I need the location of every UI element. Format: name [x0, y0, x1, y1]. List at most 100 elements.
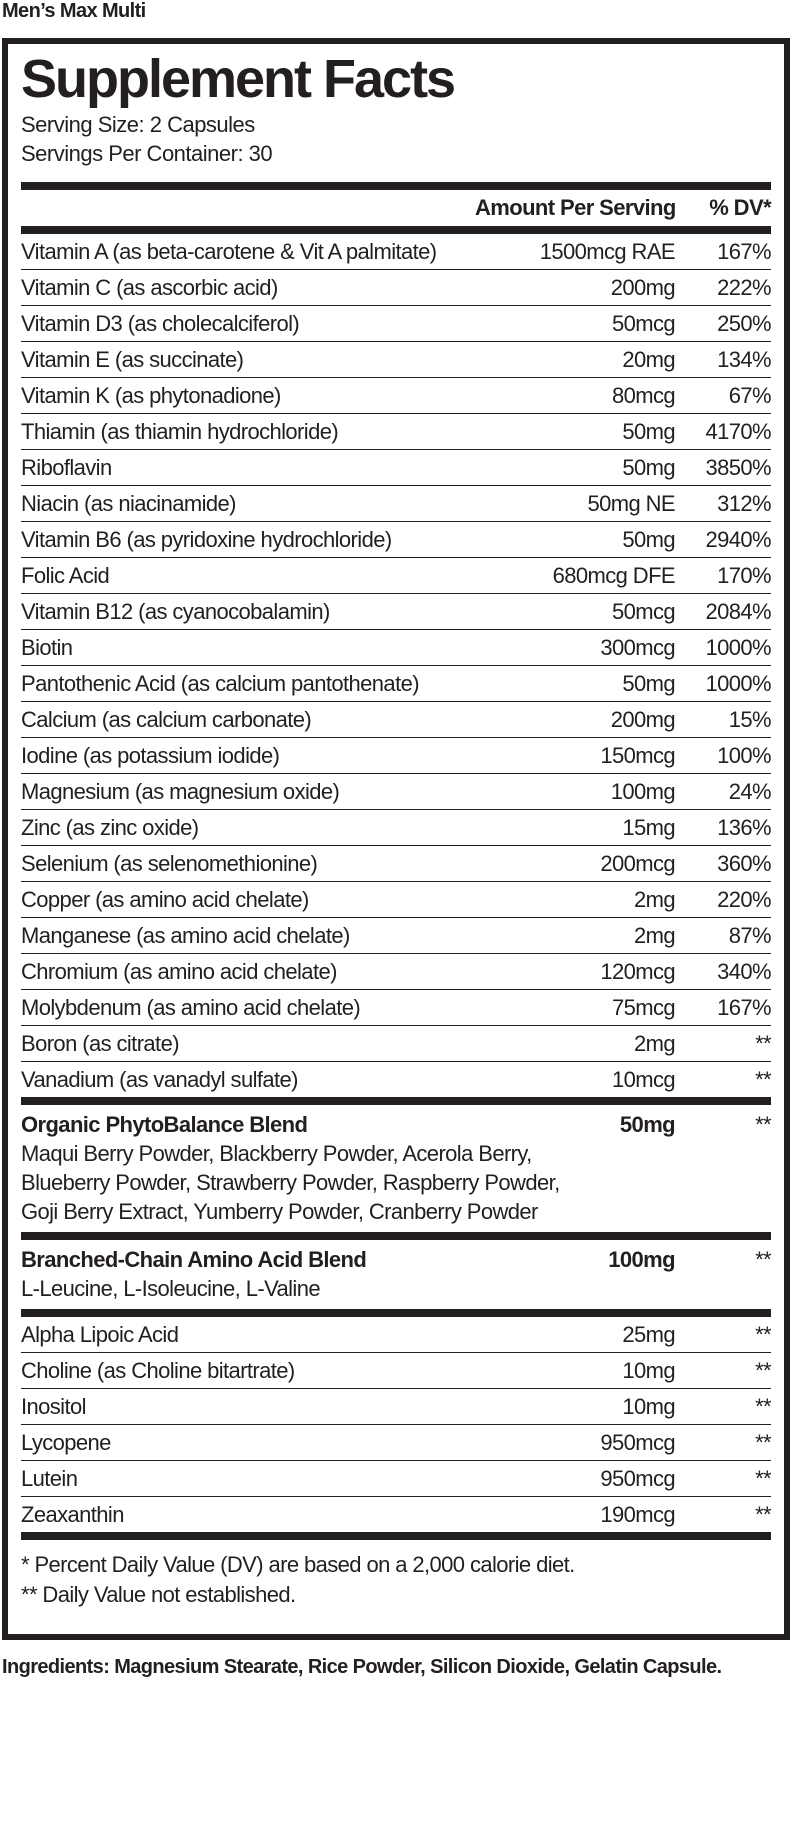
nutrient-dv: 312% [717, 490, 771, 516]
nutrient-name: Magnesium (as magnesium oxide) [21, 778, 340, 804]
nutrient-name: Calcium (as calcium carbonate) [21, 706, 312, 732]
blend-section: Organic PhytoBalance Blend 50mg ** Maqui Be… [21, 1105, 772, 1232]
nutrient-dv: 170% [717, 562, 771, 588]
nutrient-dv: 220% [717, 886, 771, 912]
supplement-facts-panel: Supplement Facts Serving Size: 2 Capsule… [2, 38, 790, 1640]
amount-header: Amount Per Serving [475, 195, 676, 220]
nutrient-amount: 10mg [622, 1393, 675, 1419]
nutrient-row: Copper (as amino acid chelate) 2mg 220% [21, 882, 772, 918]
nutrient-amount: 950mcg [600, 1465, 675, 1491]
nutrient-dv: 2084% [705, 598, 771, 624]
nutrient-row: Zinc (as zinc oxide) 15mg 136% [21, 810, 772, 846]
nutrient-row: Vitamin K (as phytonadione) 80mcg 67% [21, 378, 772, 414]
nutrient-dv: 2940% [705, 526, 771, 552]
nutrient-amount: 120mcg [600, 958, 675, 984]
nutrient-dv: ** [755, 1357, 772, 1383]
nutrient-dv: 222% [717, 274, 771, 300]
divider-thick [21, 1232, 771, 1240]
nutrient-name: Vitamin D3 (as cholecalciferol) [21, 310, 300, 336]
nutrient-amount: 50mg [622, 670, 675, 696]
blend-section: Branched-Chain Amino Acid Blend 100mg ** L-… [21, 1240, 772, 1309]
nutrient-dv: 15% [728, 706, 772, 732]
divider-thick [21, 226, 771, 234]
nutrient-name: Vitamin K (as phytonadione) [21, 382, 281, 408]
nutrient-row: Vitamin B12 (as cyanocobalamin) 50mcg 2084… [21, 594, 772, 630]
serving-size: Serving Size: 2 Capsules [21, 112, 255, 137]
nutrient-name: Boron (as citrate) [21, 1030, 180, 1056]
nutrient-row: Iodine (as potassium iodide) 150mcg 100% [21, 738, 772, 774]
dv-header: % DV* [709, 195, 771, 220]
nutrient-name: Thiamin (as thiamin hydrochloride) [21, 418, 339, 444]
nutrient-dv: ** [755, 1030, 772, 1056]
nutrient-name: Folic Acid [21, 562, 110, 588]
nutrient-dv: 24% [728, 778, 772, 804]
nutrient-dv: 1000% [705, 634, 771, 660]
nutrient-row: Boron (as citrate) 2mg ** [21, 1026, 772, 1062]
nutrient-name: Choline (as Choline bitartrate) [21, 1357, 295, 1383]
nutrient-dv: 340% [717, 958, 771, 984]
nutrient-name: Biotin [21, 634, 73, 660]
nutrient-row: Vitamin B6 (as pyridoxine hydrochloride)… [21, 522, 772, 558]
divider-thick [21, 1309, 771, 1317]
nutrient-dv: 136% [717, 814, 771, 840]
nutrient-name: Copper (as amino acid chelate) [21, 886, 309, 912]
nutrient-dv: 360% [717, 850, 771, 876]
footnote-dv: * Percent Daily Value (DV) are based on … [21, 1552, 575, 1577]
nutrient-name: Alpha Lipoic Acid [21, 1321, 179, 1347]
nutrient-row: Manganese (as amino acid chelate) 2mg 87% [21, 918, 772, 954]
nutrient-amount: 2mg [634, 886, 676, 912]
other-ingredients-list: Alpha Lipoic Acid 25mg ** Choline (as Choli… [21, 1317, 772, 1532]
nutrient-dv: 167% [717, 994, 771, 1020]
nutrient-name: Vitamin E (as succinate) [21, 346, 244, 372]
nutrient-row: Choline (as Choline bitartrate) 10mg ** [21, 1353, 772, 1389]
nutrient-dv: ** [755, 1393, 772, 1419]
nutrient-row: Inositol 10mg ** [21, 1389, 772, 1425]
nutrient-row: Zeaxanthin 190mcg ** [21, 1497, 772, 1532]
nutrient-name: Zinc (as zinc oxide) [21, 814, 199, 840]
nutrient-name: Vitamin A (as beta-carotene & Vit A palm… [21, 238, 437, 264]
nutrient-dv: 134% [717, 346, 771, 372]
nutrient-name: Pantothenic Acid (as calcium pantothenat… [21, 670, 420, 696]
blend-header: Organic PhytoBalance Blend 50mg ** [21, 1110, 772, 1139]
nutrient-name: Vitamin C (as ascorbic acid) [21, 274, 278, 300]
nutrient-amount: 50mg [622, 526, 675, 552]
blend-components: Maqui Berry Powder, Blackberry Powder, A… [21, 1141, 532, 1166]
nutrient-amount: 150mcg [600, 742, 675, 768]
nutrient-dv: 250% [717, 310, 771, 336]
nutrient-amount: 2mg [634, 1030, 676, 1056]
nutrient-row: Vitamin D3 (as cholecalciferol) 50mcg 250% [21, 306, 772, 342]
nutrient-dv: ** [755, 1501, 772, 1527]
nutrient-name: Iodine (as potassium iodide) [21, 742, 280, 768]
nutrient-name: Zeaxanthin [21, 1501, 124, 1527]
nutrient-amount: 300mcg [600, 634, 675, 660]
nutrient-amount: 20mg [622, 346, 675, 372]
nutrient-name: Selenium (as selenomethionine) [21, 850, 318, 876]
blend-name: Organic PhytoBalance Blend [21, 1112, 308, 1137]
nutrient-amount: 25mg [622, 1321, 675, 1347]
nutrient-amount: 680mcg DFE [552, 562, 676, 588]
nutrient-amount: 50mcg [611, 310, 676, 336]
nutrient-row: Magnesium (as magnesium oxide) 100mg 24% [21, 774, 772, 810]
nutrient-row: Lycopene 950mcg ** [21, 1425, 772, 1461]
nutrient-row: Selenium (as selenomethionine) 200mcg 360% [21, 846, 772, 882]
nutrient-row: Vitamin C (as ascorbic acid) 200mg 222% [21, 270, 772, 306]
nutrient-row: Alpha Lipoic Acid 25mg ** [21, 1317, 772, 1353]
nutrient-list: Vitamin A (as beta-carotene & Vit A palm… [21, 234, 772, 1097]
nutrient-name: Lycopene [21, 1429, 111, 1455]
blend-dv: ** [755, 1247, 772, 1272]
nutrient-dv: ** [755, 1321, 772, 1347]
nutrient-name: Niacin (as niacinamide) [21, 490, 236, 516]
nutrient-dv: 1000% [705, 670, 771, 696]
nutrient-amount: 950mcg [600, 1429, 675, 1455]
nutrient-amount: 10mcg [611, 1066, 676, 1092]
nutrient-amount: 80mcg [611, 382, 676, 408]
nutrient-amount: 15mg [622, 814, 675, 840]
nutrient-amount: 1500mcg RAE [539, 238, 676, 264]
nutrient-amount: 75mcg [611, 994, 676, 1020]
nutrient-dv: 67% [728, 382, 772, 408]
nutrient-row: Calcium (as calcium carbonate) 200mg 15% [21, 702, 772, 738]
nutrient-amount: 2mg [634, 922, 676, 948]
divider-thick [21, 1097, 771, 1105]
nutrient-amount: 50mcg [611, 598, 676, 624]
column-header: Amount Per Serving % DV* [21, 190, 772, 226]
